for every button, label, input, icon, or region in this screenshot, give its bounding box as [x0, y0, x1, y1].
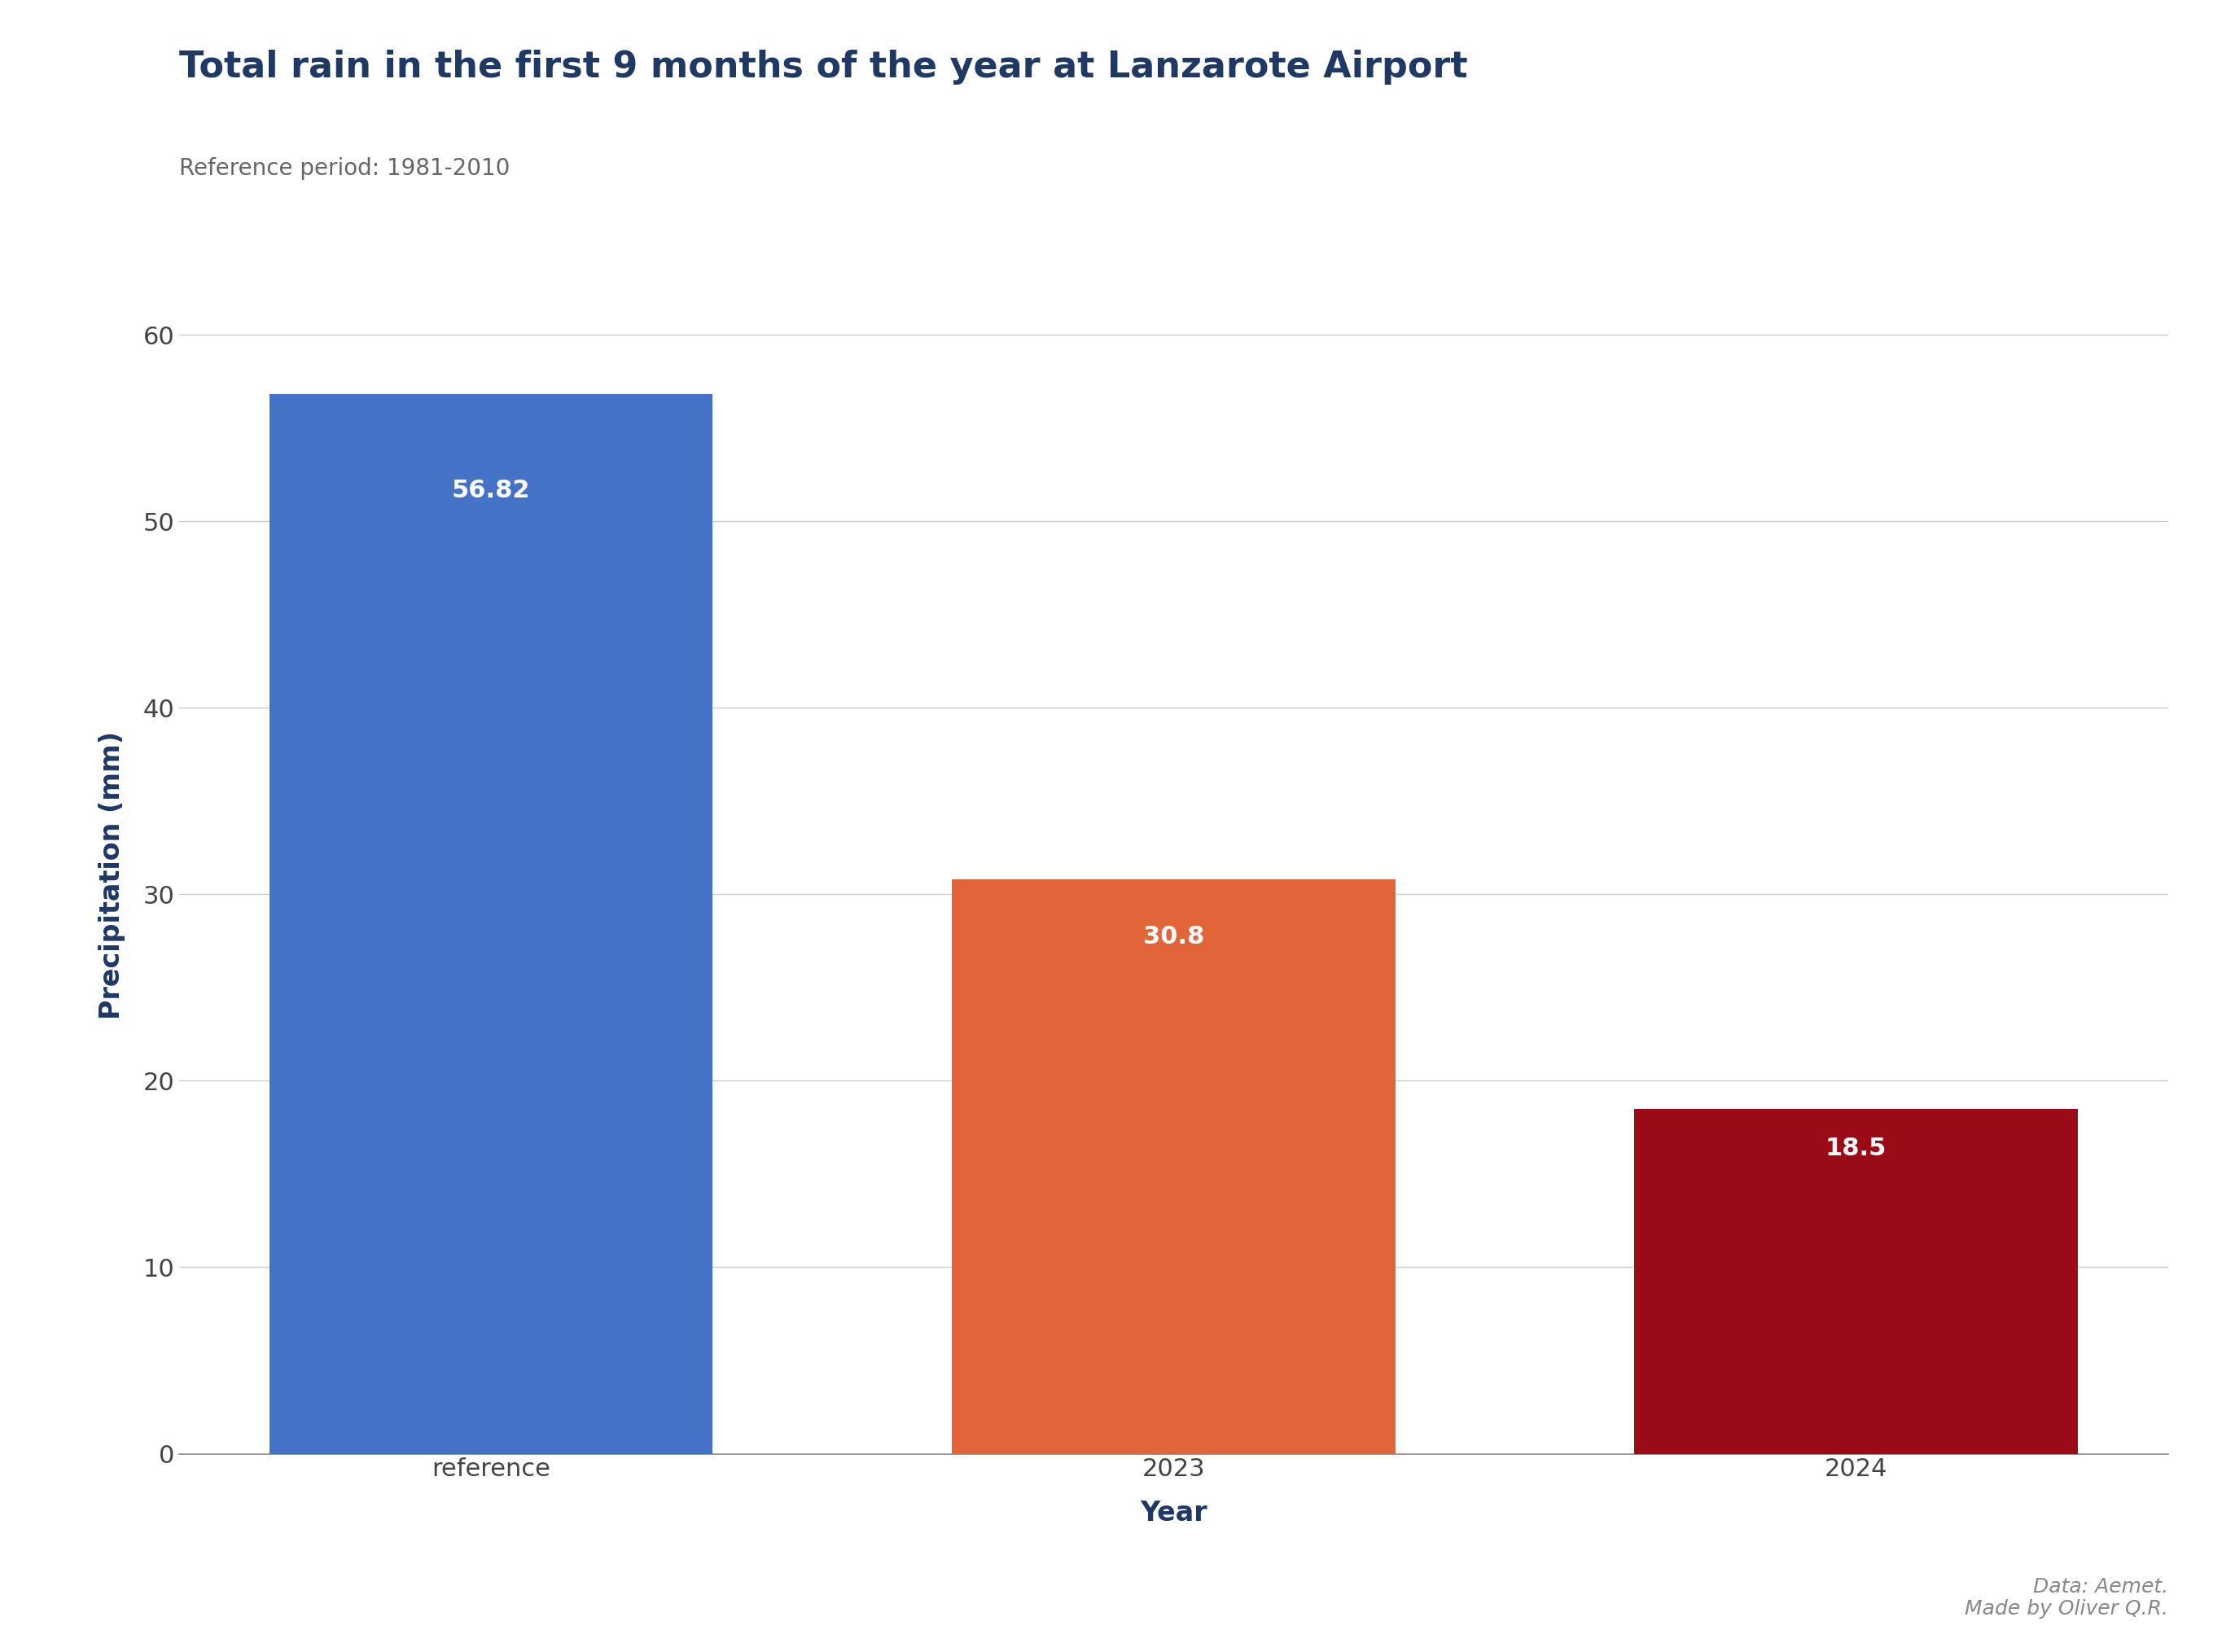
Y-axis label: Precipitation (mm): Precipitation (mm): [98, 732, 125, 1019]
Bar: [268, 393, 713, 1454]
Text: Reference period: 1981-2010: Reference period: 1981-2010: [179, 157, 510, 180]
X-axis label: Year: Year: [1140, 1500, 1207, 1526]
Bar: [1634, 1108, 2079, 1454]
Text: Data: Aemet.
Made by Oliver Q.R.: Data: Aemet. Made by Oliver Q.R.: [1965, 1576, 2168, 1619]
Text: 56.82: 56.82: [451, 479, 530, 502]
Bar: [952, 879, 1395, 1454]
Text: 18.5: 18.5: [1826, 1137, 1886, 1160]
Text: 30.8: 30.8: [1142, 925, 1205, 948]
Text: Total rain in the first 9 months of the year at Lanzarote Airport: Total rain in the first 9 months of the …: [179, 50, 1468, 84]
